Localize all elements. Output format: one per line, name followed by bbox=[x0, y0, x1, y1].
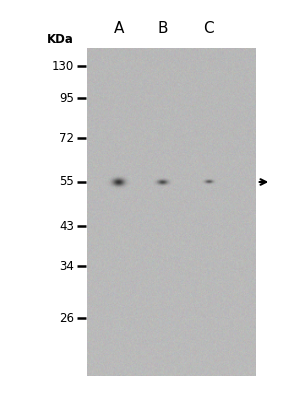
Text: 26: 26 bbox=[59, 312, 74, 324]
Text: C: C bbox=[204, 21, 214, 36]
Text: 130: 130 bbox=[52, 60, 74, 72]
Text: 72: 72 bbox=[59, 132, 74, 144]
Text: B: B bbox=[157, 21, 168, 36]
Text: 34: 34 bbox=[59, 260, 74, 272]
Text: A: A bbox=[114, 21, 124, 36]
Text: 43: 43 bbox=[59, 220, 74, 232]
Text: 55: 55 bbox=[59, 176, 74, 188]
Text: KDa: KDa bbox=[47, 33, 74, 46]
Text: 95: 95 bbox=[59, 92, 74, 104]
